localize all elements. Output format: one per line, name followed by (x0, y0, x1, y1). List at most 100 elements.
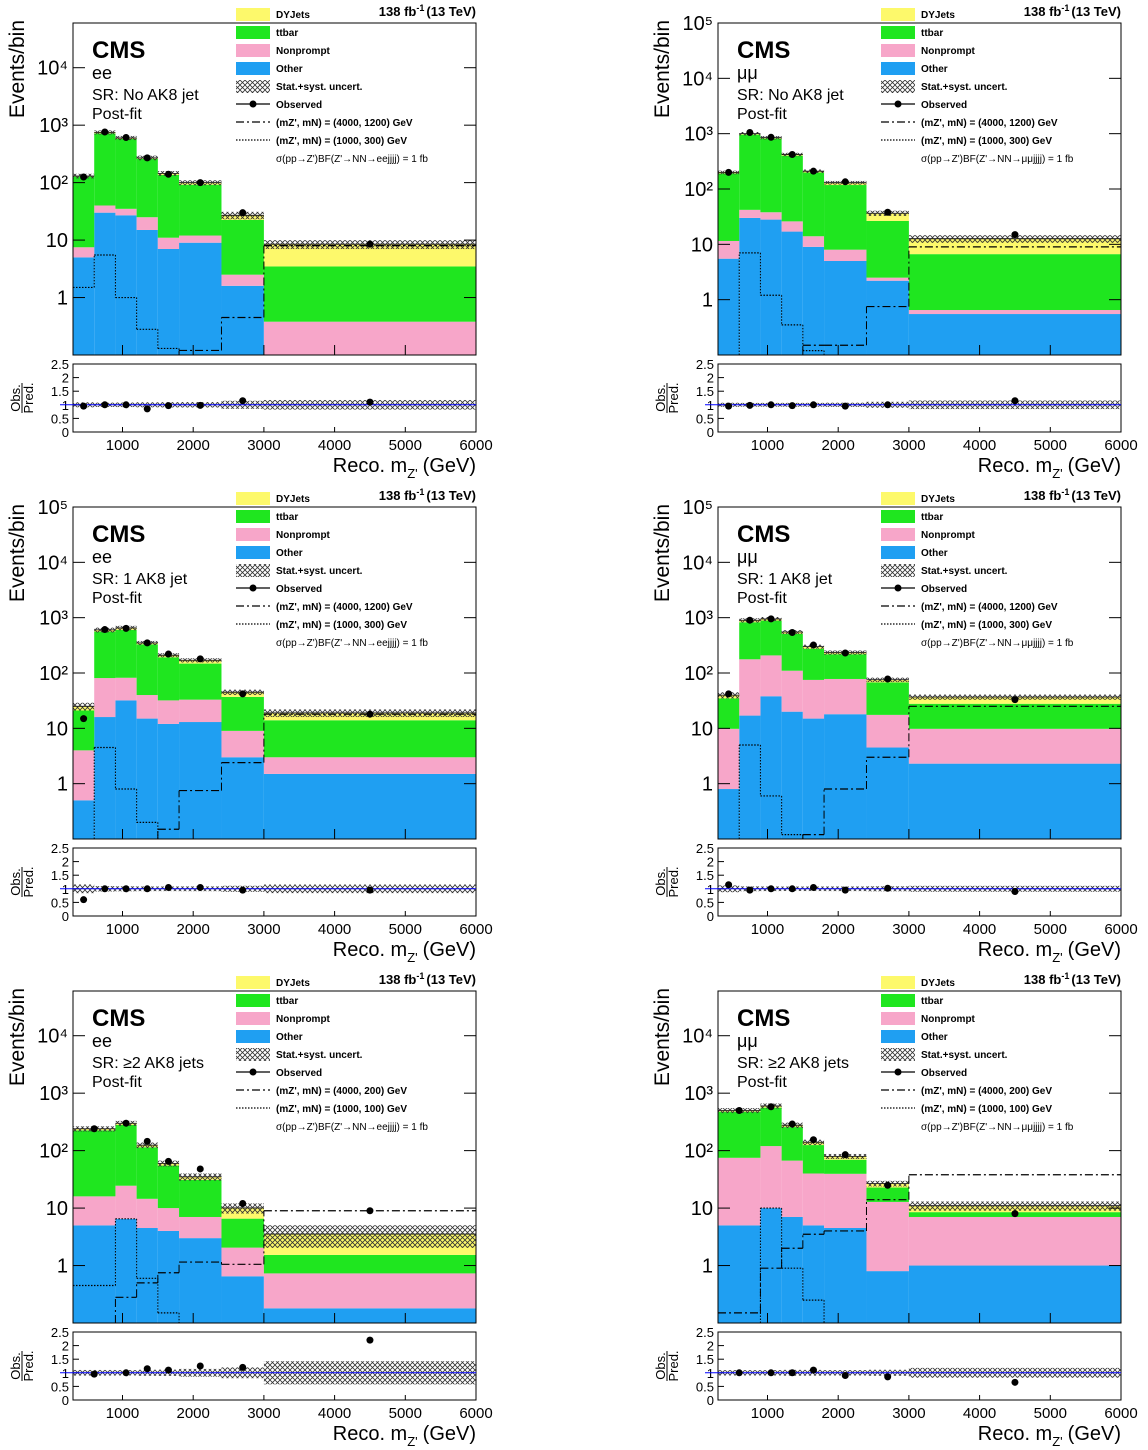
y-tick-label: 10 (691, 1198, 713, 1220)
y-tick-label: 1 (702, 774, 713, 796)
x-tick-label: 5000 (389, 921, 422, 938)
legend-label: Stat.+syst. uncert. (921, 1050, 1008, 1061)
stack-segment (866, 714, 909, 748)
y-tick-label: 10² (684, 663, 713, 685)
ratio-point (1011, 1378, 1019, 1386)
x-axis-label-sub: Z' (407, 466, 417, 481)
stack-segment (94, 717, 116, 839)
legend-swatch (881, 994, 915, 1007)
stack-segment (136, 217, 158, 230)
ratio-point (788, 1369, 796, 1377)
legend-label: (mZ', mN) = (1000, 100) GeV (276, 1104, 407, 1115)
ratio-point (366, 398, 374, 406)
ratio-point (788, 402, 796, 410)
x-axis-label-sub: Z' (1052, 950, 1062, 965)
stack-segment (866, 213, 909, 221)
ratio-y-tick-label: 0 (707, 909, 714, 924)
stack-segment (115, 1218, 137, 1323)
ratio-point (366, 886, 374, 894)
stack-segment (179, 1238, 222, 1323)
stack-segment (136, 644, 158, 696)
x-tick-label: 3000 (892, 437, 925, 454)
observed-point (196, 179, 204, 187)
channel-label: μμ (737, 547, 758, 567)
uncertainty-band (908, 1201, 1121, 1211)
stack-segment (802, 1145, 825, 1174)
ratio-y-tick-label: 2.5 (696, 357, 714, 372)
stack-segment (94, 212, 116, 355)
observed-point (122, 624, 130, 632)
ratio-point (788, 885, 796, 893)
x-tick-label: 3000 (247, 921, 280, 938)
lumi-value: 138 fb (379, 488, 417, 503)
stack-segment (263, 244, 476, 267)
y-tick-label: 10⁵ (682, 497, 713, 519)
signal-note: σ(pp→Z')BF(Z'→NN→μμjjjj) = 1 fb (921, 1122, 1074, 1133)
lumi-label: 138 fb-1 (13 TeV) (379, 487, 476, 503)
y-tick-label: 1 (702, 1256, 713, 1278)
legend-swatch (881, 1012, 915, 1025)
observed-point (122, 134, 130, 142)
stack-segment (157, 700, 180, 724)
stack-segment (781, 1127, 803, 1161)
stack-segment (824, 678, 867, 715)
lumi-value: 138 fb (1024, 488, 1062, 503)
ratio-point (90, 1370, 98, 1378)
x-axis-label-unit: (GeV) (1068, 455, 1121, 477)
legend-label: DYJets (921, 10, 955, 21)
legend-label: DYJets (276, 494, 310, 505)
x-axis-label: Reco. mZ' (GeV) (978, 939, 1121, 965)
observed-point (767, 1103, 775, 1111)
legend-label: (mZ', mN) = (4000, 1200) GeV (921, 118, 1058, 129)
stack-segment (739, 659, 761, 716)
observed-point (122, 1119, 130, 1127)
stack-segment (115, 629, 137, 678)
stack-segment (739, 622, 761, 660)
legend-label: (mZ', mN) = (1000, 300) GeV (276, 136, 407, 147)
legend-swatch (881, 492, 915, 505)
stack-segment (157, 1165, 180, 1209)
stack-segment (157, 174, 180, 238)
stack-segment (179, 242, 222, 355)
ratio-y-tick-label: 0 (62, 425, 69, 440)
observed-point (101, 626, 109, 634)
ratio-y-tick-label: 0.5 (696, 895, 714, 910)
observed-point (1011, 1210, 1019, 1218)
legend-swatch (881, 510, 915, 523)
ratio-point (239, 397, 247, 405)
stack-segment (115, 138, 137, 209)
fit-label: Post-fit (92, 1074, 142, 1091)
experiment-label: CMS (737, 521, 790, 548)
energy: (13 TeV) (1071, 488, 1121, 503)
observed-point (1011, 231, 1019, 239)
observed-point (366, 1207, 374, 1215)
stack-segment (781, 1160, 803, 1217)
legend-swatch (236, 80, 270, 93)
legend-swatch (236, 1048, 270, 1061)
stack-segment (73, 1130, 116, 1197)
x-tick-label: 2000 (822, 921, 855, 938)
x-axis-label-unit: (GeV) (423, 939, 476, 961)
ratio-point (725, 881, 733, 889)
stack-segment (824, 654, 867, 679)
legend-swatch (236, 564, 270, 577)
fit-label: Post-fit (737, 590, 787, 607)
legend-swatch (236, 492, 270, 505)
stack-segment (263, 773, 476, 839)
ratio-point (735, 1369, 743, 1377)
legend-label: Nonprompt (921, 1014, 976, 1025)
stack-segment (718, 240, 740, 259)
stack-segment (73, 750, 95, 801)
ratio-point (164, 402, 172, 410)
stack-segment (115, 1124, 137, 1186)
legend-label: Nonprompt (276, 530, 331, 541)
ratio-point (809, 1366, 817, 1374)
observed-point (884, 1181, 892, 1189)
observed-point (788, 151, 796, 159)
ratio-point (809, 883, 817, 891)
stack-segment (179, 663, 222, 700)
legend-label: Other (921, 1032, 948, 1043)
y-tick-label: 10² (39, 173, 68, 195)
x-tick-label: 3000 (892, 1405, 925, 1422)
x-tick-label: 2000 (177, 921, 210, 938)
